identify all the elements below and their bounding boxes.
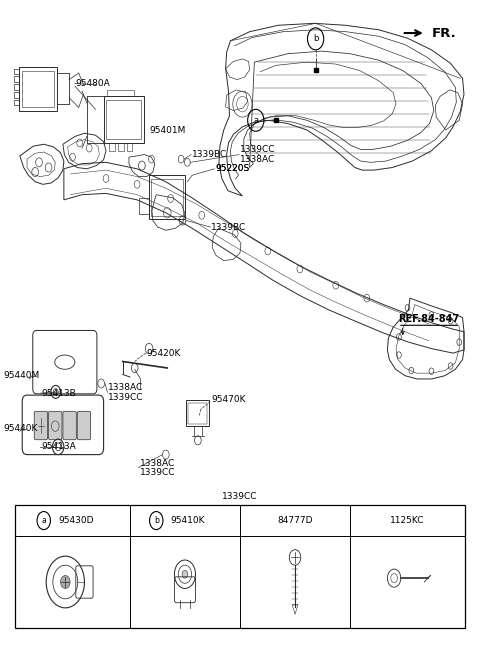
Text: 1339CC: 1339CC — [240, 145, 276, 154]
Bar — [186, 400, 209, 426]
Text: 95413B: 95413B — [41, 389, 76, 398]
Text: a: a — [253, 116, 258, 125]
Text: 1339CC: 1339CC — [140, 469, 175, 477]
Bar — [118, 143, 124, 151]
Bar — [188, 403, 207, 424]
FancyBboxPatch shape — [63, 411, 76, 440]
FancyBboxPatch shape — [48, 411, 62, 440]
FancyBboxPatch shape — [34, 411, 48, 440]
Bar — [109, 143, 115, 151]
Circle shape — [182, 570, 188, 578]
Text: 95410K: 95410K — [170, 516, 205, 525]
Bar — [149, 175, 185, 219]
Bar — [108, 90, 134, 97]
Bar — [107, 100, 142, 139]
Bar — [15, 505, 465, 628]
Text: 95401M: 95401M — [149, 126, 185, 135]
Text: 1339BC: 1339BC — [211, 222, 247, 231]
FancyBboxPatch shape — [77, 411, 91, 440]
Text: 95413A: 95413A — [41, 443, 76, 452]
Text: 1338AC: 1338AC — [240, 155, 275, 163]
Text: 95220S: 95220S — [215, 165, 250, 173]
Text: 1339BC: 1339BC — [192, 150, 228, 159]
Bar — [140, 198, 149, 214]
Text: 95440K: 95440K — [3, 424, 37, 434]
Text: FR.: FR. — [432, 27, 456, 40]
Circle shape — [60, 575, 70, 588]
Text: b: b — [154, 516, 159, 525]
Text: 95440M: 95440M — [3, 371, 39, 380]
Bar — [127, 143, 132, 151]
Text: 95420K: 95420K — [147, 349, 181, 358]
Text: 95220S: 95220S — [215, 165, 250, 173]
Bar — [152, 178, 182, 216]
Text: b: b — [313, 34, 318, 43]
Text: REF.84-847: REF.84-847 — [398, 314, 459, 324]
Text: 1339CC: 1339CC — [108, 393, 144, 402]
Bar — [14, 92, 19, 98]
Text: 95480A: 95480A — [75, 79, 109, 88]
Text: 1339CC: 1339CC — [222, 492, 258, 501]
Bar — [22, 71, 54, 107]
Bar — [14, 69, 19, 75]
Text: 1125KC: 1125KC — [390, 516, 425, 525]
Text: 95470K: 95470K — [211, 395, 246, 404]
Bar — [14, 84, 19, 90]
Bar — [14, 100, 19, 106]
Bar — [14, 76, 19, 82]
Bar — [104, 97, 144, 143]
Text: a: a — [41, 516, 46, 525]
Bar — [19, 67, 57, 111]
Text: 84777D: 84777D — [277, 516, 313, 525]
Text: 95430D: 95430D — [58, 516, 94, 525]
Text: 1338AC: 1338AC — [108, 383, 144, 392]
Text: 1338AC: 1338AC — [140, 459, 175, 467]
